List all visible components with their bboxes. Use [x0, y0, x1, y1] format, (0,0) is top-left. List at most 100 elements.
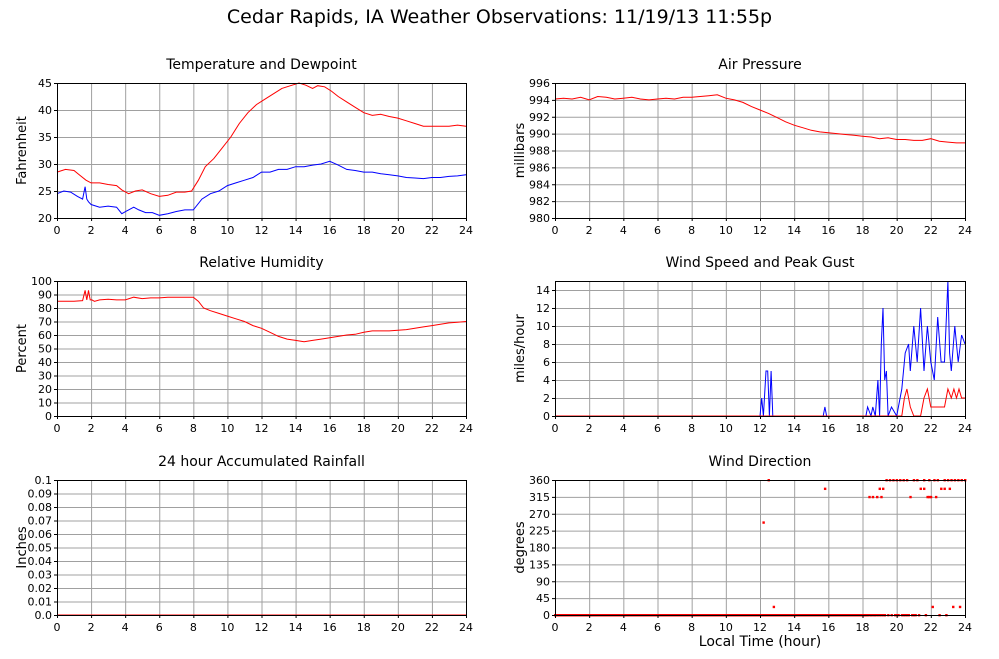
series-line-2 [56, 160, 467, 216]
data-point [919, 487, 922, 491]
y-tick-label: 40 [38, 356, 52, 369]
x-axis-label: Local Time (hour) [698, 634, 822, 650]
x-tick-label: 18 [357, 422, 371, 435]
x-tick-label: 12 [753, 621, 767, 634]
y-tick-label: 35 [38, 131, 52, 144]
y-tick-label: 0 [543, 410, 550, 423]
y-tick-label: 0.04 [28, 555, 53, 568]
y-tick-label: 2 [543, 392, 550, 405]
y-tick-label: 0.1 [35, 474, 53, 487]
x-tick-label: 12 [255, 224, 269, 237]
data-point [772, 605, 776, 609]
x-tick-label: 6 [654, 422, 661, 435]
y-tick-label: 0 [45, 410, 52, 423]
y-tick-label: 270 [529, 508, 550, 521]
y-tick-label: 994 [529, 94, 550, 107]
y-tick-label: 980 [529, 212, 550, 225]
y-axis-label: Percent [15, 324, 30, 373]
chart-title: Air Pressure [718, 57, 801, 73]
y-tick-label: 315 [529, 491, 550, 504]
data-point [940, 487, 943, 491]
y-tick-label: 45 [38, 77, 52, 90]
x-tick-label: 14 [289, 621, 303, 634]
y-tick-label: 30 [38, 370, 52, 383]
y-tick-label: 982 [529, 195, 550, 208]
x-tick-label: 24 [459, 621, 473, 634]
x-tick-label: 6 [156, 422, 163, 435]
data-point [934, 495, 938, 499]
data-point [923, 487, 926, 491]
y-tick-label: 990 [529, 128, 550, 141]
data-point [871, 495, 875, 499]
y-tick-label: 20 [38, 212, 52, 225]
y-tick-label: 90 [38, 289, 52, 302]
x-tick-label: 12 [255, 621, 269, 634]
y-tick-label: 0.06 [28, 528, 53, 541]
y-tick-label: 0.09 [28, 488, 53, 501]
data-point [882, 487, 885, 491]
y-tick-label: 0.05 [28, 542, 53, 555]
x-tick-label: 18 [357, 224, 371, 237]
y-tick-label: 40 [38, 104, 52, 117]
x-tick-label: 2 [586, 422, 593, 435]
y-tick-label: 25 [38, 185, 52, 198]
x-tick-label: 18 [856, 621, 870, 634]
chart-title: Wind Speed and Peak Gust [666, 255, 855, 271]
x-tick-label: 4 [620, 422, 627, 435]
x-tick-label: 2 [88, 224, 95, 237]
y-tick-label: 986 [529, 161, 550, 174]
series-line-1 [56, 82, 467, 197]
data-point [876, 495, 879, 499]
y-axis-label: Inches [15, 526, 30, 568]
x-tick-label: 10 [220, 224, 234, 237]
data-point [948, 487, 952, 491]
y-tick-label: 0 [543, 609, 550, 622]
x-tick-label: 0 [54, 621, 61, 634]
y-tick-label: 984 [529, 178, 550, 191]
x-tick-label: 2 [586, 224, 593, 237]
y-axis-label: degrees [513, 521, 528, 574]
chart-title: Wind Direction [709, 454, 812, 470]
x-tick-label: 0 [54, 224, 61, 237]
y-tick-label: 45 [536, 592, 550, 605]
x-tick-label: 8 [190, 422, 197, 435]
x-tick-label: 2 [586, 621, 593, 634]
series-line-2 [555, 387, 965, 417]
chart-pressure: 0 2 4 6 8 10 12 14 16 18 20 22 249809829849869889909… [513, 57, 972, 237]
y-tick-label: 6 [543, 356, 550, 369]
data-point [943, 487, 946, 491]
chart-title: Temperature and Dewpoint [165, 57, 357, 73]
x-tick-label: 0 [552, 621, 559, 634]
series-line-1 [57, 290, 467, 343]
x-tick-label: 12 [753, 422, 767, 435]
y-tick-label: 10 [536, 320, 550, 333]
data-point [958, 605, 962, 609]
series-line-1 [555, 280, 966, 418]
x-tick-label: 6 [156, 224, 163, 237]
y-tick-label: 8 [543, 338, 550, 351]
y-tick-label: 30 [38, 158, 52, 171]
x-tick-label: 10 [220, 621, 234, 634]
data-point [909, 495, 912, 499]
chart-title: 24 hour Accumulated Rainfall [158, 454, 365, 470]
x-tick-label: 16 [821, 224, 835, 237]
x-tick-label: 4 [122, 422, 129, 435]
data-point [929, 495, 933, 499]
x-tick-label: 12 [255, 422, 269, 435]
x-tick-label: 16 [323, 224, 337, 237]
y-tick-label: 0.0 [35, 609, 53, 622]
x-tick-label: 24 [958, 422, 972, 435]
x-tick-label: 16 [821, 621, 835, 634]
x-tick-label: 4 [620, 621, 627, 634]
x-tick-label: 22 [425, 224, 439, 237]
x-tick-label: 8 [688, 621, 695, 634]
x-tick-label: 16 [323, 422, 337, 435]
x-tick-label: 24 [958, 621, 972, 634]
x-tick-label: 16 [821, 422, 835, 435]
series-line-1 [554, 94, 965, 144]
x-tick-label: 22 [425, 621, 439, 634]
x-tick-label: 2 [88, 422, 95, 435]
x-tick-label: 8 [688, 422, 695, 435]
x-tick-label: 10 [719, 422, 733, 435]
y-tick-label: 14 [536, 284, 550, 297]
